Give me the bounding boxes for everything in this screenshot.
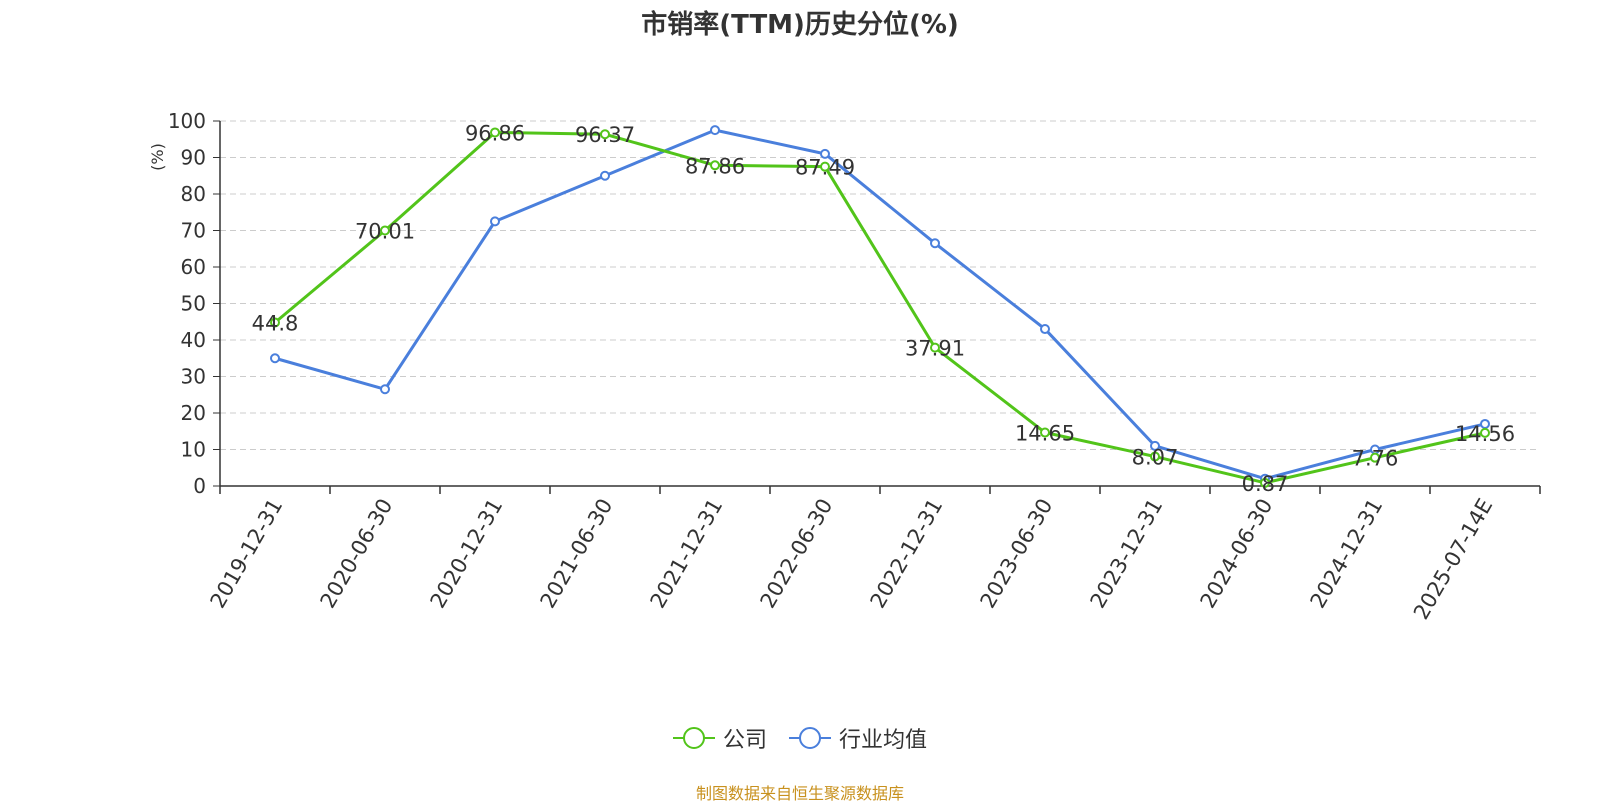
x-tick-label: 2021-06-30 bbox=[536, 495, 618, 613]
data-point-industry-average bbox=[820, 148, 830, 159]
data-label-company: 96.37 bbox=[575, 123, 635, 147]
y-tick-label: 40 bbox=[181, 328, 206, 352]
data-label-company: 70.01 bbox=[355, 219, 415, 243]
chart-title: 市销率(TTM)历史分位(%) bbox=[641, 10, 959, 40]
data-label-company: 7.76 bbox=[1352, 447, 1399, 471]
data-label-company: 0.87 bbox=[1242, 472, 1289, 496]
data-point-company bbox=[270, 317, 280, 328]
grid-lines bbox=[220, 120, 1540, 450]
data-point-company bbox=[930, 342, 940, 353]
x-tick-label: 2024-12-31 bbox=[1306, 495, 1388, 613]
data-point-company bbox=[490, 127, 500, 138]
data-label-company: 14.65 bbox=[1015, 422, 1075, 446]
y-tick-label: 30 bbox=[181, 365, 206, 389]
data-point-company bbox=[1260, 477, 1270, 488]
data-point-company bbox=[1040, 427, 1050, 438]
x-tick-label: 2021-12-31 bbox=[646, 495, 728, 613]
x-tick-label: 2023-06-30 bbox=[976, 495, 1058, 613]
x-tick-label: 2024-06-30 bbox=[1196, 495, 1278, 613]
x-tick-label: 2022-12-31 bbox=[866, 495, 948, 613]
data-point-company bbox=[710, 160, 720, 171]
legend-label-company: 公司 bbox=[722, 728, 767, 753]
data-label-company: 96.86 bbox=[465, 121, 525, 145]
x-tick-label: 2025-07-14E bbox=[1409, 495, 1497, 624]
data-point-industry-average bbox=[1150, 440, 1160, 451]
data-point-company bbox=[1480, 427, 1490, 438]
data-point-company bbox=[380, 225, 390, 236]
x-tick-label: 2023-12-31 bbox=[1086, 495, 1168, 613]
data-point-company bbox=[820, 161, 830, 172]
data-point-industry-average bbox=[710, 125, 720, 136]
x-tick-label: 2020-06-30 bbox=[316, 495, 398, 613]
data-point-industry-average bbox=[490, 216, 500, 227]
data-point-industry-average bbox=[930, 238, 940, 249]
y-tick-label: 70 bbox=[181, 219, 206, 243]
legend-company-marker bbox=[672, 727, 715, 749]
legend-industry-marker bbox=[789, 727, 831, 749]
data-point-company bbox=[600, 129, 610, 140]
x-tick-label: 2019-12-31 bbox=[206, 495, 288, 613]
data-label-company: 8.07 bbox=[1132, 446, 1179, 470]
data-point-industry-average bbox=[1040, 324, 1050, 335]
data-point-industry-average bbox=[270, 353, 280, 364]
y-tick-label: 90 bbox=[181, 146, 206, 170]
y-tick-label: 10 bbox=[181, 438, 206, 462]
legend-label-industry-average: 行业均值 bbox=[839, 728, 928, 753]
y-tick-label: 20 bbox=[181, 401, 206, 425]
y-tick-label: 0 bbox=[193, 474, 206, 498]
x-tick-label: 2020-12-31 bbox=[426, 495, 508, 613]
series-line-company bbox=[274, 130, 1486, 485]
y-tick-label: 60 bbox=[181, 255, 206, 279]
data-label-company: 44.8 bbox=[252, 311, 299, 335]
data-label-company: 87.49 bbox=[795, 156, 855, 180]
data-point-company bbox=[1150, 451, 1160, 462]
data-point-company bbox=[1370, 452, 1380, 463]
y-tick-label: 50 bbox=[181, 292, 206, 316]
legend: 公司 行业均值 bbox=[0, 722, 1600, 754]
x-tick-label: 2022-06-30 bbox=[756, 495, 838, 613]
y-tick-label: 100 bbox=[168, 109, 206, 133]
data-label-company: 14.56 bbox=[1455, 422, 1515, 446]
data-point-industry-average bbox=[380, 384, 390, 395]
legend-item-company[interactable]: 公司 bbox=[672, 722, 767, 754]
y-axis-label: (%) bbox=[148, 143, 167, 171]
series-lines bbox=[270, 125, 1490, 488]
data-point-industry-average bbox=[600, 170, 610, 181]
data-labels: 44.8 70.01 96.86 96.37 87.86 87.49 37.91 14.65 8… bbox=[252, 121, 1515, 495]
data-label-company: 37.91 bbox=[905, 337, 965, 361]
series-line-industry-average bbox=[274, 128, 1486, 481]
legend-item-industry-average[interactable]: 行业均值 bbox=[789, 722, 927, 754]
source-note: 制图数据来自恒生聚源数据库 bbox=[695, 784, 904, 803]
data-label-company: 87.86 bbox=[685, 154, 745, 178]
y-tick-label: 80 bbox=[181, 182, 206, 206]
axes: 0 10 20 30 40 50 60 70 80 90 100(%) 2019-12-31 2020-… bbox=[148, 109, 1541, 624]
